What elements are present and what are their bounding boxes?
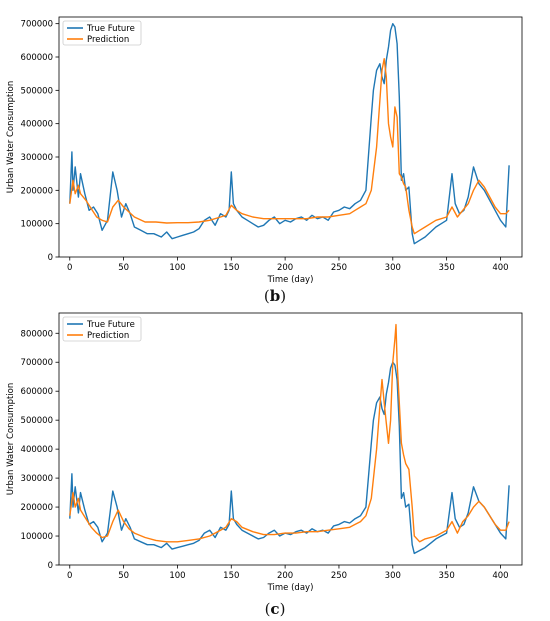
y-tick-label: 500000: [21, 416, 53, 426]
y-tick-label: 300000: [21, 153, 53, 163]
x-axis-label: Time (day): [267, 275, 314, 285]
x-tick-label: 50: [118, 263, 129, 273]
x-tick-label: 300: [385, 263, 401, 273]
legend-label-true-future: True Future: [86, 24, 135, 34]
y-tick-label: 600000: [21, 387, 53, 397]
x-axis-label: Time (day): [267, 583, 314, 593]
series-line-prediction: [69, 323, 510, 543]
x-tick-label: 400: [492, 571, 508, 581]
x-tick-label: 0: [67, 263, 72, 273]
x-tick-label: 350: [439, 571, 455, 581]
y-axis-label: Urban Water Consumption: [6, 81, 16, 194]
y-tick-label: 400000: [21, 120, 53, 130]
plot-frame: [58, 16, 523, 258]
caption-b: (b): [263, 287, 287, 305]
x-tick-label: 350: [439, 263, 455, 273]
y-tick-label: 100000: [21, 532, 53, 542]
x-tick-label: 250: [331, 571, 347, 581]
y-axis-label: Urban Water Consumption: [6, 383, 16, 496]
chart-panel-b: 0 50 100 150 200 250 300 350 400 0 100000 200000 300…: [6, 16, 523, 285]
y-tick-label: 0: [48, 253, 53, 263]
caption-c: (c): [264, 600, 286, 618]
y-tick-label: 600000: [21, 53, 53, 63]
chart-panel-c: 0 50 100 150 200 250 300 350 400 0 100000 200000 300…: [6, 312, 523, 593]
y-tick-label: 100000: [21, 220, 53, 230]
y-tick-label: 700000: [21, 358, 53, 368]
y-tick-label: 200000: [21, 503, 53, 513]
x-tick-label: 400: [492, 263, 508, 273]
x-tick-label: 250: [331, 263, 347, 273]
y-tick-label: 500000: [21, 86, 53, 96]
caption-c-label: c: [270, 600, 280, 618]
x-tick-label: 200: [277, 571, 293, 581]
y-tick-label: 400000: [21, 445, 53, 455]
series-line-true-future: [69, 23, 510, 245]
x-tick-label: 0: [67, 571, 72, 581]
x-tick-label: 150: [223, 571, 239, 581]
legend-label-prediction: Prediction: [87, 331, 129, 341]
y-tick-label: 800000: [21, 329, 53, 339]
plot-frame: [58, 312, 523, 566]
y-tick-label: 300000: [21, 474, 53, 484]
x-tick-label: 100: [169, 571, 185, 581]
x-tick-label: 50: [118, 571, 129, 581]
caption-b-label: b: [269, 287, 281, 305]
legend-label-prediction: Prediction: [87, 35, 129, 45]
legend-label-true-future: True Future: [86, 320, 135, 330]
y-tick-label: 200000: [21, 186, 53, 196]
y-tick-label: 0: [48, 561, 53, 571]
x-tick-label: 150: [223, 263, 239, 273]
x-tick-label: 100: [169, 263, 185, 273]
series-line-true-future: [69, 361, 510, 555]
x-tick-label: 200: [277, 263, 293, 273]
y-tick-label: 700000: [21, 20, 53, 30]
x-tick-label: 300: [385, 571, 401, 581]
series-line-prediction: [69, 58, 510, 235]
